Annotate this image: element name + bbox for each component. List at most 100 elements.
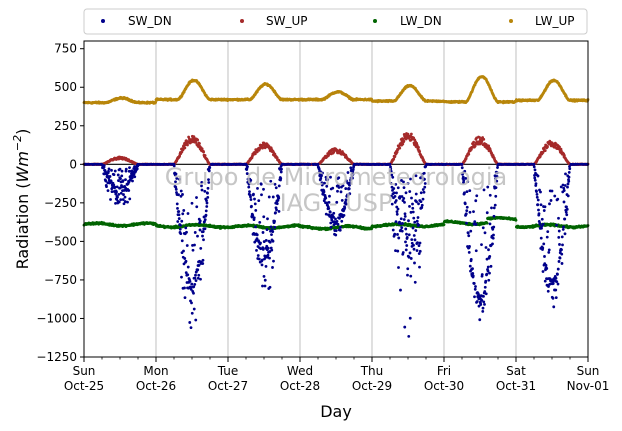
sw-dn-point (181, 212, 185, 216)
sw-dn-point (194, 318, 198, 322)
sw-dn-point (268, 240, 272, 244)
sw-dn-point (198, 228, 202, 232)
sw-dn-point (199, 247, 203, 250)
sw-dn-point (271, 230, 275, 234)
sw-up-point (202, 150, 206, 154)
sw-dn-point (271, 239, 275, 243)
sw-dn-point (269, 225, 273, 229)
sw-up-point (183, 146, 187, 150)
sw-dn-point (124, 178, 127, 182)
sw-dn-point (194, 273, 197, 277)
sw-up-point (393, 155, 397, 159)
sw-dn-point (262, 215, 266, 219)
sw-dn-point (253, 197, 256, 201)
sw-dn-point (396, 233, 399, 236)
sw-dn-point (127, 189, 131, 192)
sw-dn-point (249, 198, 253, 201)
sw-up-point (472, 140, 476, 144)
sw-dn-point (120, 174, 124, 178)
sw-dn-point (191, 248, 195, 252)
sw-up-point (398, 146, 402, 150)
lw-dn-point (442, 223, 446, 227)
sw-dn-point (115, 190, 118, 194)
sw-dn-point (395, 210, 399, 214)
sw-dn-point (193, 276, 197, 280)
sw-up-point (402, 139, 406, 143)
sw-dn-point (183, 257, 187, 260)
sw-dn-point (263, 278, 267, 282)
sw-up-point (409, 132, 413, 136)
sw-dn-point (205, 199, 208, 202)
sw-dn-point (203, 218, 207, 222)
sw-dn-point (193, 231, 197, 234)
sw-dn-point (180, 275, 183, 279)
sw-dn-point (275, 202, 279, 206)
sw-dn-point (263, 284, 267, 288)
sw-dn-point (128, 197, 132, 201)
sw-dn-point (119, 177, 122, 181)
sw-dn-point (268, 285, 272, 289)
sw-dn-point (201, 230, 205, 233)
sw-dn-point (188, 280, 192, 283)
sw-dn-point (205, 201, 209, 205)
sw-dn-point (178, 227, 182, 231)
sw-dn-point (271, 266, 274, 269)
sw-dn-point (250, 204, 253, 208)
sw-dn-point (116, 173, 120, 177)
sw-dn-point (206, 191, 209, 195)
sw-dn-point (184, 259, 188, 263)
sw-dn-point (117, 200, 121, 204)
sw-dn-point (255, 248, 258, 252)
sw-up-point (467, 152, 471, 156)
sw-dn-point (274, 211, 277, 215)
sw-dn-point (182, 249, 185, 253)
sw-up-point (194, 141, 198, 144)
legend-label-sw-up: SW_UP (266, 14, 308, 28)
sw-dn-point (256, 254, 260, 257)
sw-dn-point (391, 228, 395, 232)
sw-dn-point (179, 232, 183, 236)
sw-dn-point (267, 195, 271, 199)
sw-dn-point (260, 263, 264, 267)
lw-dn-point (514, 218, 518, 222)
sw-dn-point (273, 225, 277, 229)
legend-marker-sw-dn (101, 19, 105, 23)
sw-dn-point (394, 199, 398, 202)
sw-dn-point (204, 209, 208, 213)
sw-dn-point (253, 202, 257, 206)
sw-up-point (418, 150, 422, 154)
sw-dn-point (109, 198, 112, 201)
sw-dn-point (335, 219, 339, 223)
sw-dn-point (259, 241, 262, 245)
sw-dn-point (192, 285, 196, 289)
sw-dn-point (196, 234, 199, 238)
sw-dn-point (189, 326, 193, 330)
sw-dn-point (201, 262, 205, 265)
sw-dn-point (265, 228, 269, 231)
sw-dn-point (133, 175, 137, 179)
sw-dn-point (272, 259, 275, 263)
sw-dn-point (124, 167, 128, 171)
data-points (82, 75, 590, 338)
sw-dn-point (340, 219, 344, 223)
sw-dn-point (255, 233, 259, 237)
sw-dn-point (183, 296, 187, 300)
sw-dn-point (181, 193, 184, 196)
sw-dn-point (260, 193, 263, 197)
sw-dn-point (186, 265, 190, 269)
legend-marker-lw-dn (373, 19, 377, 23)
sw-dn-point (185, 230, 188, 234)
sw-up-point (482, 137, 486, 141)
sw-dn-point (264, 264, 268, 268)
sw-dn-point (270, 248, 274, 252)
sw-dn-point (126, 200, 129, 204)
sw-dn-point (177, 217, 181, 220)
sw-dn-point (175, 202, 179, 206)
sw-dn-point (190, 301, 193, 305)
sw-dn-point (121, 179, 125, 183)
sw-dn-point (252, 192, 255, 196)
sw-dn-point (201, 258, 205, 262)
sw-dn-point (252, 216, 256, 220)
sw-dn-point (107, 169, 110, 173)
